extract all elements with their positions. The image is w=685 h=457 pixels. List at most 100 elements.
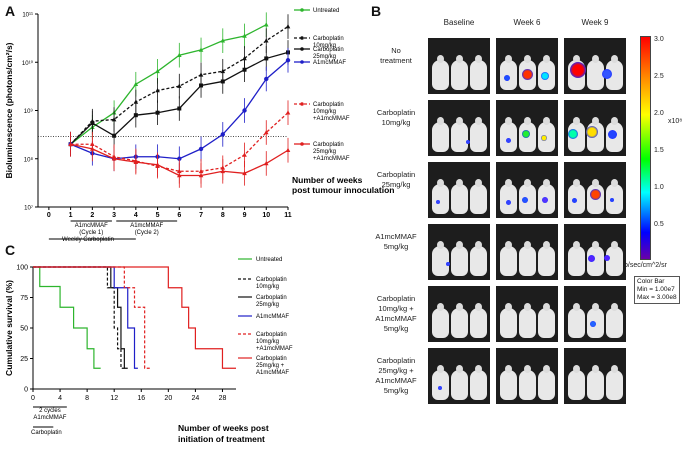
- a-y-tick-label: 10¹⁰: [22, 60, 34, 67]
- colorbar-tick-label: 3.0: [654, 36, 664, 43]
- bioluminescence-spot: [608, 129, 617, 139]
- a-point: [90, 121, 95, 126]
- a-point: [263, 160, 269, 166]
- mouse-silhouette: [538, 241, 555, 276]
- a-x-tick-label: 6: [177, 212, 181, 219]
- panel-a-letter: A: [5, 3, 16, 19]
- bioluminescence-spot: [446, 262, 450, 266]
- a-x-tick-label: 5: [156, 212, 160, 219]
- imaging-tile: [428, 286, 490, 342]
- bioluminescence-spot: [590, 321, 596, 327]
- colorbar-tick-label: 1.0: [654, 184, 664, 191]
- mouse-silhouette: [587, 365, 604, 400]
- panel-c-letter: C: [5, 242, 16, 258]
- bioluminescence-spot: [506, 199, 511, 205]
- mouse-silhouette: [451, 303, 468, 338]
- imaging-tile: [428, 224, 490, 280]
- mouse-silhouette: [470, 365, 487, 400]
- a-y-tick-label: 10⁷: [24, 205, 33, 212]
- imaging-column-header: Week 6: [513, 18, 541, 27]
- imaging-row-label: No treatment: [380, 46, 412, 65]
- mouse-silhouette: [519, 365, 536, 400]
- a-legend-marker: [300, 60, 304, 64]
- imaging-tile: [564, 162, 626, 218]
- bioluminescence-spot: [522, 68, 533, 80]
- a-point: [264, 76, 269, 82]
- c-legend-label: Untreated: [256, 257, 282, 263]
- mouse-silhouette: [519, 241, 536, 276]
- mouse-silhouette: [470, 303, 487, 338]
- a-x-tick-label: 0: [47, 212, 51, 219]
- a-x-tick-label: 1: [69, 212, 73, 219]
- bioluminescence-spot: [602, 69, 612, 79]
- mouse-silhouette: [451, 365, 468, 400]
- bioluminescence-spot: [568, 129, 578, 139]
- c-y-tick-label: 0: [24, 387, 28, 394]
- a-y-axis-label: Bioluminescence (photons/cm²/s): [4, 42, 14, 178]
- imaging-row-label: Carboplatin 25mg/kg + A1mcMMAF 5mg/kg: [375, 356, 417, 395]
- bioluminescence-spot: [588, 254, 595, 262]
- colorbar-tick-label: 2.0: [654, 110, 664, 117]
- bioluminescence-spot: [504, 75, 510, 81]
- a-point: [242, 108, 247, 113]
- a-point: [242, 152, 247, 157]
- mouse-silhouette: [568, 241, 585, 276]
- a-point: [242, 67, 247, 72]
- a-series-line-0: [70, 24, 267, 145]
- c-series-line-0: [33, 266, 101, 369]
- a-point: [155, 68, 160, 74]
- c-x-tick-label: 16: [137, 395, 145, 402]
- a-legend-marker: [300, 8, 304, 12]
- imaging-row-label: Carboplatin 10mg/kg: [376, 108, 416, 127]
- a-point: [177, 106, 182, 111]
- mouse-silhouette: [470, 55, 487, 90]
- mouse-silhouette: [568, 365, 585, 400]
- a-x-tick-label: 3: [112, 212, 116, 219]
- mouse-silhouette: [470, 241, 487, 276]
- a-point: [198, 172, 204, 178]
- mouse-silhouette: [451, 117, 468, 152]
- colorbar: [640, 36, 651, 260]
- c-legend-label: Carboplatin 25mg/kg + A1mcMMAF: [256, 356, 289, 376]
- a-point: [199, 83, 204, 88]
- mouse-silhouette: [500, 365, 517, 400]
- a-point: [177, 156, 182, 161]
- a-point: [155, 162, 160, 167]
- a-point: [220, 79, 225, 84]
- mouse-silhouette: [451, 241, 468, 276]
- a-point: [133, 113, 138, 118]
- a-point: [111, 117, 117, 122]
- a-point: [264, 56, 269, 61]
- mouse-silhouette: [432, 117, 449, 152]
- c-x-tick-label: 8: [85, 395, 89, 402]
- a-point: [155, 87, 160, 93]
- a-point: [133, 159, 139, 164]
- a-point: [220, 38, 226, 43]
- a-x-tick-label: 7: [199, 212, 203, 219]
- panel-b-imaging: Baseline Week 6 Week 9 No treatment Carbopla…: [364, 18, 685, 457]
- imaging-tile: [496, 348, 558, 404]
- a-point: [198, 47, 204, 52]
- a-legend-label: Carboplatin 25mg/kg: [313, 47, 344, 60]
- c-series-line-4: [33, 266, 152, 369]
- a-y-tick-label: 10⁸: [24, 156, 34, 163]
- mouse-silhouette: [432, 365, 449, 400]
- bioluminescence-spot: [541, 135, 547, 141]
- imaging-tile: [564, 348, 626, 404]
- mouse-silhouette: [432, 241, 449, 276]
- a-point: [242, 170, 247, 176]
- a-x-tick-label: 2: [90, 212, 94, 219]
- a-legend-marker: [300, 36, 304, 40]
- c-legend-label: Carboplatin 10mg/kg +A1mcMMAF: [256, 332, 293, 352]
- imaging-tile: [428, 38, 490, 94]
- a-y-tick-label: 10¹¹: [22, 13, 33, 19]
- colorbar-tick-label: 0.5: [654, 221, 664, 228]
- mouse-silhouette: [606, 55, 623, 90]
- c-x-tick-label: 0: [31, 395, 35, 402]
- imaging-tile: [428, 162, 490, 218]
- mouse-silhouette: [451, 179, 468, 214]
- c-x-axis-label: Number of weeks post initiation of treatm…: [178, 423, 269, 444]
- a-x-tick-label: 9: [243, 212, 247, 219]
- imaging-tile: [564, 224, 626, 280]
- c-y-tick-label: 75: [20, 295, 28, 302]
